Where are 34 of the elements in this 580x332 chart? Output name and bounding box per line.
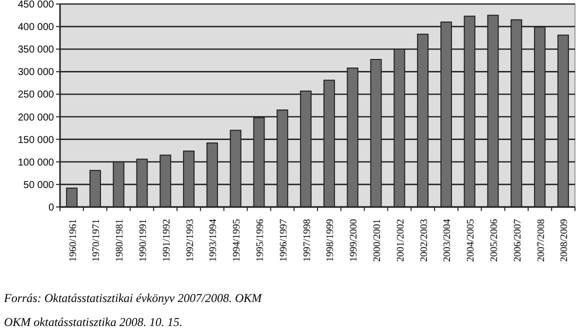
x-tick-label: 2004/2005 xyxy=(466,219,477,262)
y-tick-label: 0 xyxy=(48,202,54,214)
text: Forrás: Oktatásstatisztikai évkönyv 2007/2008. OKM xyxy=(3,291,263,305)
y-tick-label: 200 000 xyxy=(18,112,54,124)
x-tick-label: 2001/2002 xyxy=(395,219,406,262)
y-tick-label: 50 000 xyxy=(23,180,54,191)
x-tick-label: 1997/1998 xyxy=(302,219,313,262)
y-tick-label: 450 000 xyxy=(18,0,54,10)
x-tick-label: 2006/2007 xyxy=(512,219,524,262)
x-tick-label: 2000/2001 xyxy=(372,219,383,262)
x-tick-label: 2008/2009 xyxy=(559,219,570,262)
x-tick-label: 1999/2000 xyxy=(348,219,360,262)
x-tick-label: 1970/1971 xyxy=(91,219,102,262)
x-tick-label: 2007/2008 xyxy=(536,219,547,262)
y-tick-label: 250 000 xyxy=(18,90,54,101)
x-tick-label: 1998/1999 xyxy=(325,219,336,262)
x-tick-label: 1994/1995 xyxy=(232,219,243,262)
x-tick-label: 1991/1992 xyxy=(161,219,172,262)
text: OKM oktatásstatisztika 2008. 10. 15. xyxy=(4,315,182,329)
x-tick-label: 1993/1994 xyxy=(208,219,220,262)
y-tick-label: 100 000 xyxy=(18,157,54,168)
y-tick-label: 400 000 xyxy=(18,22,54,34)
y-tick-label: 350 000 xyxy=(18,44,54,56)
x-tick-label: 1996/1997 xyxy=(278,219,290,262)
x-tick-label: 1995/1996 xyxy=(255,219,266,262)
y-tick-label: 300 000 xyxy=(18,67,54,78)
x-tick-label: 2005/2006 xyxy=(488,219,500,262)
x-tick-label: 1960/1961 xyxy=(68,219,79,262)
x-tick-label: 2002/2003 xyxy=(418,219,430,262)
x-tick-label: 1990/1991 xyxy=(138,219,150,262)
x-tick-label: 1992/1993 xyxy=(184,219,196,262)
y-tick-label: 150 000 xyxy=(18,134,54,146)
x-tick-label: 2003/2004 xyxy=(442,219,454,262)
x-tick-label: 1980/1981 xyxy=(114,219,126,262)
